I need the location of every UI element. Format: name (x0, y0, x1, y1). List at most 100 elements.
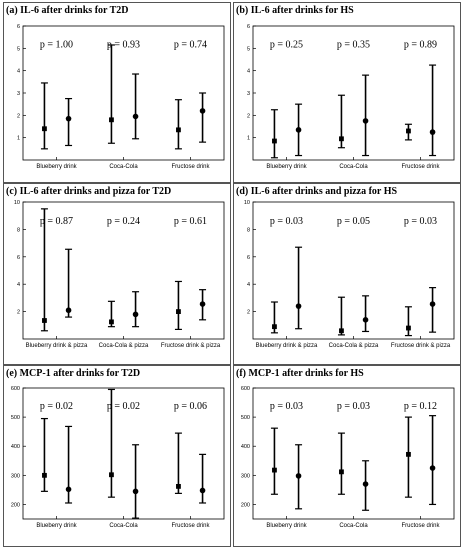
y-tick-label: 4 (17, 69, 20, 75)
y-tick-label: 8 (17, 227, 20, 233)
p-value-label: p = 0.02 (107, 401, 140, 412)
panel-border (3, 365, 231, 547)
y-tick-label: 600 (11, 386, 20, 392)
chart-title: (a) IL-6 after drinks for T2D (6, 5, 129, 16)
mean-marker-square (339, 469, 344, 475)
y-tick-label: 300 (11, 473, 20, 479)
mean-marker-square (406, 451, 411, 457)
y-tick-label: 400 (11, 444, 20, 450)
chart-title: (c) IL-6 after drinks and pizza for T2D (6, 186, 171, 197)
p-value-label: p = 0.89 (404, 39, 437, 50)
y-tick-label: 200 (241, 502, 250, 508)
p-value-label: p = 0.02 (40, 401, 73, 412)
x-category-label: Fructose drink (401, 523, 440, 529)
p-value-label: p = 0.03 (337, 401, 370, 412)
chart-title: (b) IL-6 after drinks for HS (236, 5, 354, 16)
mean-marker-square (339, 328, 344, 334)
y-tick-label: 6 (17, 255, 20, 261)
chart-title: (f) MCP-1 after drinks for HS (236, 368, 364, 379)
mean-marker-circle (199, 301, 206, 307)
mean-marker-circle (295, 303, 302, 309)
mean-marker-square (42, 126, 47, 132)
y-tick-label: 4 (247, 69, 250, 75)
y-tick-label: 10 (244, 200, 250, 206)
chart-panel-6: (f) MCP-1 after drinks for HS 200 300 400 50… (233, 365, 461, 547)
p-value-label: p = 0.03 (270, 401, 303, 412)
mean-marker-circle (132, 113, 139, 120)
x-category-label: Fructose drink (171, 523, 210, 529)
mean-marker-square (272, 324, 277, 330)
mean-marker-circle (362, 118, 369, 124)
y-tick-label: 300 (241, 473, 250, 479)
x-category-label: Fructose drink (401, 164, 440, 170)
mean-marker-circle (429, 129, 436, 135)
x-category-label: Fructose drink (171, 164, 210, 170)
x-category-label: Fructose drink & pizza (391, 343, 451, 349)
mean-marker-circle (132, 488, 139, 495)
p-value-label: p = 0.24 (107, 216, 140, 227)
x-category-label: Coca-Cola (109, 523, 138, 529)
p-value-label: p = 0.12 (404, 401, 437, 412)
chart-panel-5: (e) MCP-1 after drinks for T2D 200 300 400 5… (3, 365, 231, 547)
y-tick-label: 8 (247, 227, 250, 233)
y-tick-label: 4 (247, 282, 250, 288)
x-category-label: Blueberry drink & pizza (256, 343, 318, 349)
p-value-label: p = 0.61 (174, 216, 207, 227)
panel-border (233, 2, 461, 183)
panel-border (233, 183, 461, 365)
x-category-label: Fructose drink & pizza (161, 343, 221, 349)
mean-marker-square (406, 128, 411, 134)
p-value-label: p = 0.87 (40, 216, 73, 227)
p-value-label: p = 0.03 (404, 216, 437, 227)
p-value-label: p = 0.06 (174, 401, 207, 412)
x-category-label: Coca-Cola & pizza (99, 343, 149, 349)
mean-marker-square (42, 318, 47, 323)
mean-marker-square (109, 117, 114, 123)
x-category-label: Blueberry drink (36, 523, 77, 529)
y-tick-label: 500 (241, 415, 250, 421)
x-category-label: Blueberry drink (266, 164, 307, 170)
y-tick-label: 10 (14, 200, 20, 206)
chart-panel-2: (b) IL-6 after drinks for HS 1 2 3 4 5 6 Bluebe… (233, 2, 461, 183)
p-value-label: p = 1.00 (40, 39, 73, 50)
p-value-label: p = 0.35 (337, 39, 370, 50)
y-tick-label: 3 (247, 91, 250, 97)
mean-marker-square (109, 319, 114, 325)
mean-marker-square (272, 467, 277, 473)
x-category-label: Blueberry drink & pizza (26, 343, 88, 349)
p-value-label: p = 0.03 (270, 216, 303, 227)
mean-marker-circle (132, 311, 139, 318)
mean-marker-circle (295, 127, 302, 133)
mean-marker-circle (65, 115, 72, 122)
mean-marker-circle (362, 317, 369, 323)
x-category-label: Coca-Cola (339, 164, 368, 170)
mean-marker-circle (65, 307, 72, 314)
mean-marker-square (339, 136, 344, 142)
p-value-label: p = 0.93 (107, 39, 140, 50)
mean-marker-square (272, 138, 277, 144)
chart-panel-1: (a) IL-6 after drinks for T2D 1 2 3 4 5 6 Blueb… (3, 2, 231, 183)
mean-marker-square (176, 309, 181, 314)
y-tick-label: 6 (247, 255, 250, 261)
chart-panel-4: (d) IL-6 after drinks and pizza for HS 2 4… (233, 183, 461, 365)
mean-marker-square (109, 472, 114, 478)
y-tick-label: 5 (247, 46, 250, 52)
chart-title: (d) IL-6 after drinks and pizza for HS (236, 186, 397, 197)
x-category-label: Coca-Cola (109, 164, 138, 170)
mean-marker-circle (199, 487, 206, 494)
y-tick-label: 400 (241, 444, 250, 450)
mean-marker-square (42, 472, 47, 478)
mean-marker-circle (362, 481, 369, 487)
y-tick-label: 2 (17, 310, 20, 316)
y-tick-label: 600 (241, 386, 250, 392)
chart-panel-3: (c) IL-6 after drinks and pizza for T2D 2… (3, 183, 231, 365)
y-tick-label: 6 (17, 24, 20, 30)
y-tick-label: 500 (11, 415, 20, 421)
y-tick-label: 3 (17, 91, 20, 97)
y-tick-label: 1 (17, 136, 20, 142)
mean-marker-square (406, 325, 411, 331)
mean-marker-circle (65, 486, 72, 493)
y-tick-label: 2 (247, 113, 250, 119)
mean-marker-square (176, 483, 181, 489)
